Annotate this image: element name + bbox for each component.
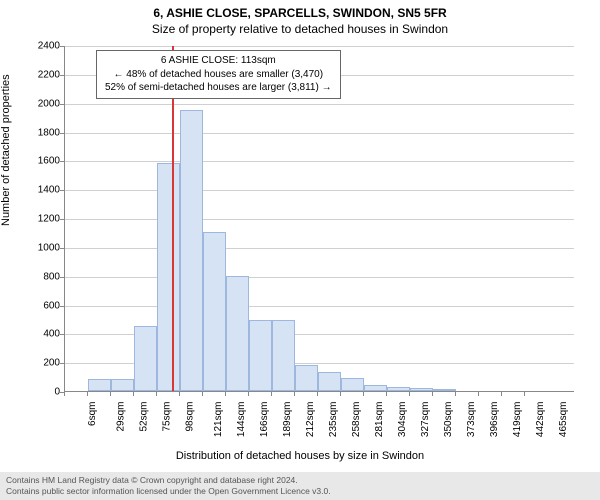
x-tick-mark [156,392,157,396]
x-tick-label: 350sqm [443,402,454,438]
y-tick-label: 1600 [10,156,60,167]
y-tick-label: 600 [10,300,60,311]
x-tick-mark [133,392,134,396]
x-tick-mark [363,392,364,396]
histogram-bar [387,387,410,391]
gridline [65,104,574,105]
x-tick-mark [501,392,502,396]
y-tick-label: 1200 [10,214,60,225]
y-tick-label: 1000 [10,242,60,253]
x-tick-label: 6sqm [87,402,98,426]
histogram-bar [272,320,295,391]
chart-title-main: 6, ASHIE CLOSE, SPARCELLS, SWINDON, SN5 … [0,0,600,20]
x-tick-label: 75sqm [162,402,173,432]
x-tick-label: 144sqm [236,402,247,438]
footer-line2: Contains public sector information licen… [6,486,594,497]
annotation-box: 6 ASHIE CLOSE: 113sqm ← 48% of detached … [96,50,341,99]
histogram-bar [249,320,272,391]
x-tick-mark [386,392,387,396]
x-tick-label: 29sqm [116,402,127,432]
x-tick-label: 52sqm [139,402,150,432]
x-tick-label: 304sqm [397,402,408,438]
x-tick-label: 189sqm [282,402,293,438]
annotation-line3: 52% of semi-detached houses are larger (… [105,81,332,95]
histogram-bar [410,388,433,391]
x-tick-mark [294,392,295,396]
x-tick-mark [87,392,88,396]
y-tick-label: 400 [10,329,60,340]
x-tick-label: 212sqm [305,402,316,438]
histogram-bar [433,389,456,391]
x-tick-label: 235sqm [328,402,339,438]
footer-attribution: Contains HM Land Registry data © Crown c… [0,472,600,500]
gridline [65,133,574,134]
x-tick-label: 465sqm [558,402,569,438]
y-tick-label: 800 [10,271,60,282]
x-tick-mark [340,392,341,396]
histogram-bar [318,372,341,391]
histogram-bar [203,232,226,391]
y-tick-label: 1400 [10,185,60,196]
x-tick-label: 281sqm [374,402,385,438]
gridline [65,46,574,47]
x-tick-mark [317,392,318,396]
annotation-line2: ← 48% of detached houses are smaller (3,… [105,68,332,82]
gridline [65,306,574,307]
x-tick-label: 373sqm [466,402,477,438]
y-tick-label: 2400 [10,41,60,52]
histogram-bar [226,276,249,391]
x-tick-label: 327sqm [420,402,431,438]
x-tick-label: 166sqm [259,402,270,438]
histogram-bar [134,326,157,391]
chart-title-sub: Size of property relative to detached ho… [0,20,600,36]
histogram-bar [364,385,387,391]
x-tick-mark [478,392,479,396]
x-tick-mark [271,392,272,396]
x-tick-mark [64,392,65,396]
gridline [65,161,574,162]
x-axis-label: Distribution of detached houses by size … [0,450,600,462]
x-tick-mark [225,392,226,396]
gridline [65,190,574,191]
y-tick-label: 2200 [10,69,60,80]
gridline [65,219,574,220]
x-tick-mark [409,392,410,396]
histogram-bar [157,163,180,391]
histogram-bar [88,379,111,391]
footer-line1: Contains HM Land Registry data © Crown c… [6,475,594,486]
x-tick-mark [179,392,180,396]
histogram-bar [295,365,318,391]
x-tick-label: 98sqm [185,402,196,432]
x-tick-label: 121sqm [213,402,224,438]
y-tick-label: 0 [10,387,60,398]
x-tick-mark [524,392,525,396]
histogram-bar [341,378,364,391]
histogram-bar [180,110,203,391]
y-axis-label: Number of detached properties [0,74,12,226]
x-tick-label: 258sqm [351,402,362,438]
histogram-bar [111,379,134,391]
y-tick-label: 1800 [10,127,60,138]
x-tick-mark [455,392,456,396]
y-tick-label: 2000 [10,98,60,109]
x-tick-label: 442sqm [535,402,546,438]
x-tick-label: 396sqm [489,402,500,438]
gridline [65,277,574,278]
annotation-line1: 6 ASHIE CLOSE: 113sqm [105,54,332,68]
x-tick-label: 419sqm [512,402,523,438]
x-tick-mark [248,392,249,396]
x-tick-mark [202,392,203,396]
x-tick-mark [432,392,433,396]
y-tick-label: 200 [10,358,60,369]
gridline [65,248,574,249]
x-tick-mark [110,392,111,396]
